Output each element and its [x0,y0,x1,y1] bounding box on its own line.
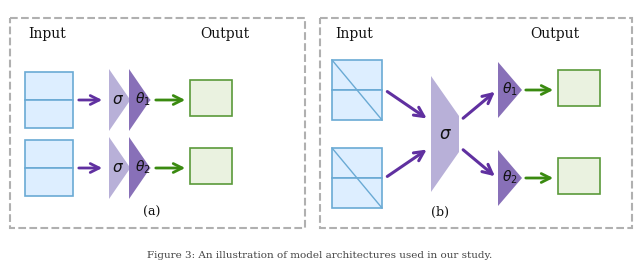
Text: $\theta_1$: $\theta_1$ [135,91,151,108]
Bar [10,18,305,228]
Polygon shape [431,76,459,192]
Text: Output: Output [200,27,249,41]
Text: Output: Output [530,27,579,41]
Text: $\theta_1$: $\theta_1$ [502,81,518,98]
Text: $\sigma$: $\sigma$ [438,126,451,143]
Bar [332,60,382,90]
Text: Input: Input [335,27,372,41]
Polygon shape [109,69,131,131]
Bar [558,70,600,106]
Text: $\sigma$: $\sigma$ [112,93,124,107]
Text: $\theta_2$: $\theta_2$ [502,169,518,186]
Text: Figure 3: An illustration of model architectures used in our study.: Figure 3: An illustration of model archi… [147,251,493,260]
Polygon shape [498,150,522,206]
Text: (b): (b) [431,206,449,219]
Bar [190,80,232,116]
Bar [558,158,600,194]
Polygon shape [129,69,151,131]
Polygon shape [498,62,522,118]
Text: Input: Input [28,27,66,41]
Bar [332,148,382,178]
Bar [25,72,73,100]
Polygon shape [109,137,131,199]
Bar [320,18,632,228]
Bar [190,148,232,184]
Bar [25,100,73,128]
Text: (a): (a) [143,206,161,219]
Bar [332,178,382,208]
Bar [332,90,382,120]
Bar [25,168,73,196]
Polygon shape [129,137,151,199]
Text: $\sigma$: $\sigma$ [112,161,124,175]
Text: $\theta_2$: $\theta_2$ [135,159,151,176]
Bar [25,140,73,168]
